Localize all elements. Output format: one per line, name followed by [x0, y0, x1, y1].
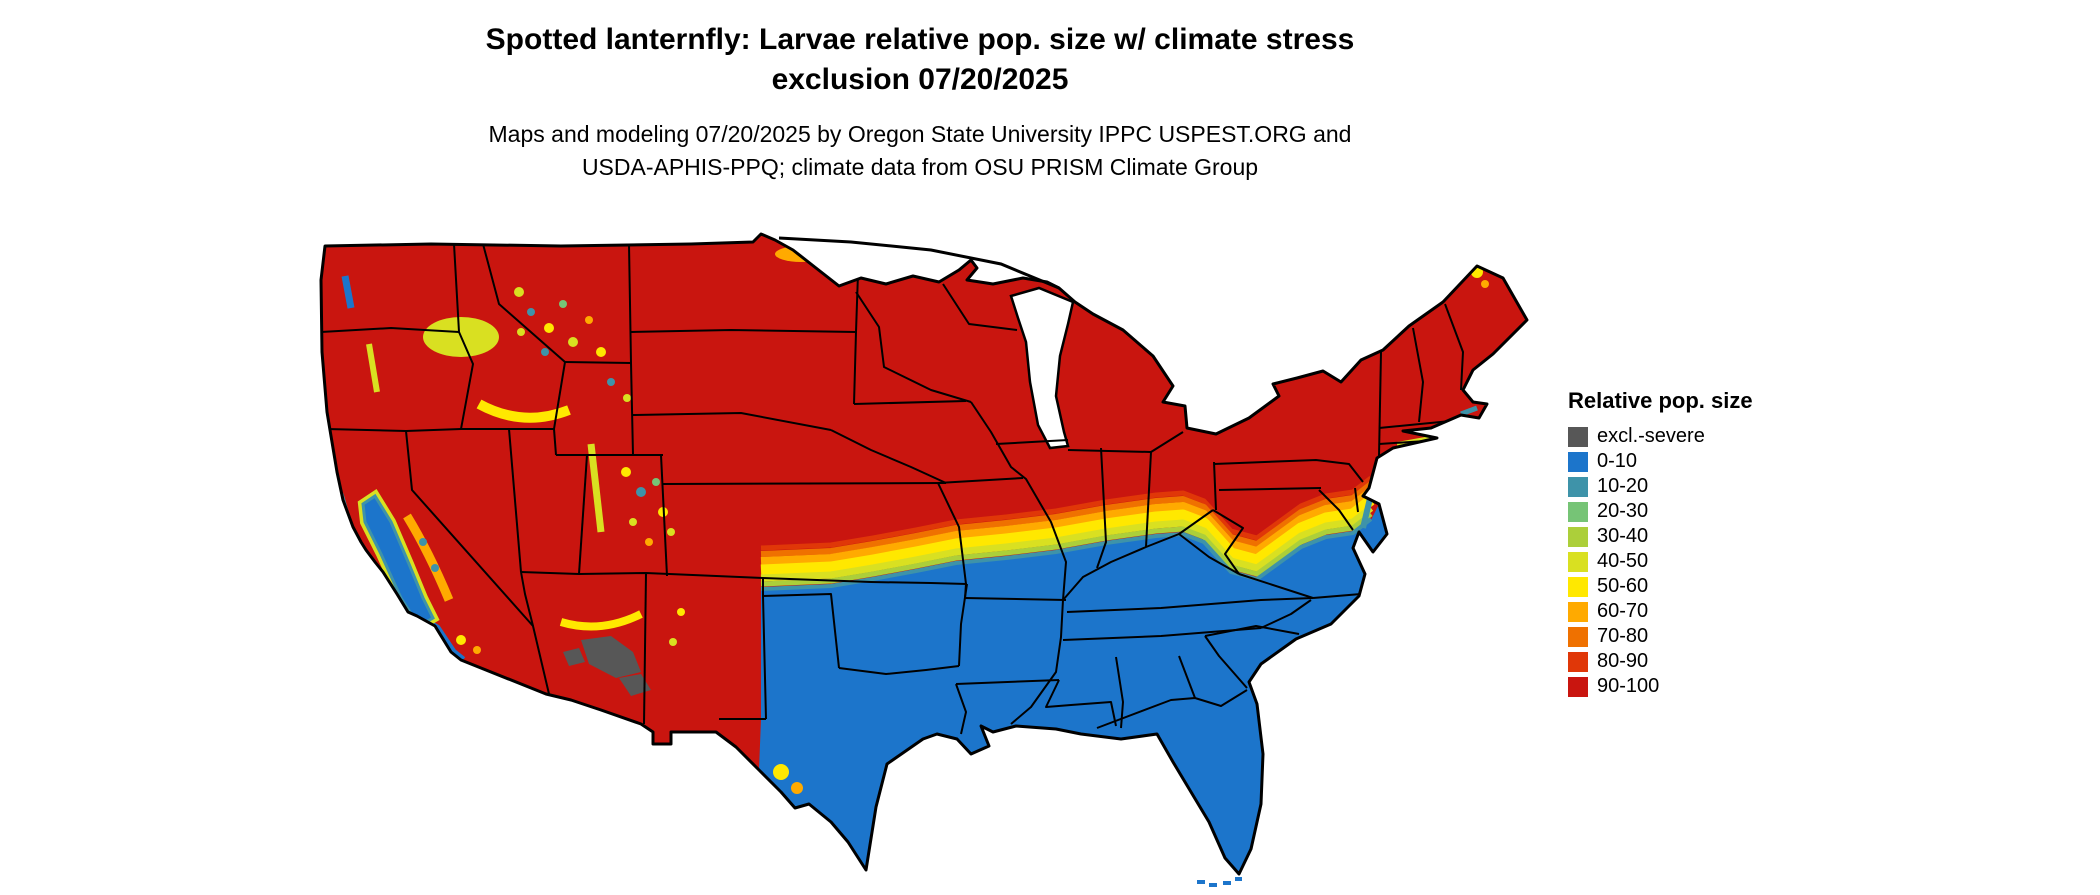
legend-label: 90-100 — [1597, 675, 1660, 697]
legend-item: 70-80 — [1568, 624, 1808, 649]
legend-item: 10-20 — [1568, 474, 1808, 499]
legend-swatch — [1568, 676, 1588, 697]
legend-swatch — [1568, 576, 1588, 597]
central-valley — [357, 488, 440, 633]
legend-label: 40-50 — [1597, 550, 1649, 572]
us-map-svg — [319, 232, 1529, 887]
legend-item: excl.-severe — [1568, 424, 1808, 449]
legend-item: 90-100 — [1568, 674, 1808, 699]
legend-title: Relative pop. size — [1568, 388, 1753, 413]
legend-swatch — [1568, 626, 1588, 647]
legend-items: excl.-severe 0-10 10-20 20-30 30-40 40-50 50-6… — [1568, 424, 1808, 699]
legend-label: excl.-severe — [1597, 425, 1705, 447]
region-excl-severe — [563, 636, 651, 696]
legend-swatch — [1568, 551, 1588, 572]
legend-label: 30-40 — [1597, 525, 1649, 547]
legend-label: 0-10 — [1597, 450, 1638, 472]
legend-item: 0-10 — [1568, 449, 1808, 474]
legend-swatch — [1568, 476, 1588, 497]
map-title: Spotted lanternfly: Larvae relative pop.… — [0, 20, 1840, 100]
legend-label: 10-20 — [1597, 475, 1649, 497]
state-borders — [321, 243, 1464, 735]
legend-swatch — [1568, 451, 1588, 472]
legend-item: 20-30 — [1568, 499, 1808, 524]
legend-swatch — [1568, 501, 1588, 522]
map-title-line2: exclusion 07/20/2025 — [771, 63, 1069, 96]
lake-michigan — [1009, 286, 1075, 450]
legend-label: 50-60 — [1597, 575, 1649, 597]
legend-label: 20-30 — [1597, 500, 1649, 522]
map-subtitle-line2: USDA-APHIS-PPQ; climate data from OSU PR… — [581, 154, 1259, 180]
legend-swatch — [1568, 526, 1588, 547]
legend-label: 80-90 — [1597, 650, 1649, 672]
legend-item: 40-50 — [1568, 549, 1808, 574]
map-subtitle: Maps and modeling 07/20/2025 by Oregon S… — [0, 118, 1840, 184]
legend-item: 60-70 — [1568, 599, 1808, 624]
legend-swatch — [1568, 601, 1588, 622]
map-title-line1: Spotted lanternfly: Larvae relative pop.… — [485, 23, 1355, 56]
legend-item: 50-60 — [1568, 574, 1808, 599]
legend-label: 70-80 — [1597, 625, 1649, 647]
legend-swatch — [1568, 426, 1588, 447]
region-low-0-10 — [759, 504, 1387, 874]
map-subtitle-line1: Maps and modeling 07/20/2025 by Oregon S… — [488, 121, 1352, 147]
florida-keys — [1197, 877, 1242, 887]
map-legend: Relative pop. size excl.-severe 0-10 10-20… — [1568, 388, 1808, 699]
legend-label: 60-70 — [1597, 600, 1649, 622]
legend-item: 30-40 — [1568, 524, 1808, 549]
lake-superior-border — [778, 236, 1060, 290]
legend-swatch — [1568, 651, 1588, 672]
us-choropleth-map — [311, 232, 1531, 890]
legend-item: 80-90 — [1568, 649, 1808, 674]
